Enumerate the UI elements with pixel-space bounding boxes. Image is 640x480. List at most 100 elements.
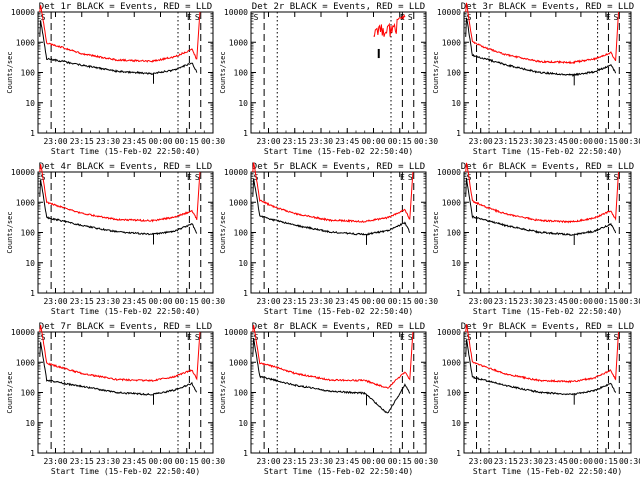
plot-title: Det 2r BLACK = Events, RED = LLD [252, 2, 425, 12]
y-tick-label: 100 [21, 69, 36, 78]
marker-start-letter-2: S [195, 333, 200, 342]
marker-end-letter: E [606, 333, 611, 342]
x-axis-label: Start Time (15-Feb-02 22:50:40) [51, 307, 200, 316]
y-tick-label: 1000 [16, 198, 35, 207]
y-tick-label: 10000 [11, 168, 35, 177]
x-tick-label: 23:15 [283, 297, 307, 306]
y-tick-label: 100 [234, 389, 249, 398]
y-axis-label: Counts/sec [219, 211, 227, 253]
y-tick-label: 10 [25, 419, 35, 428]
lld-series-line [39, 5, 201, 63]
detector-panel-5: Det 5r BLACK = Events, RED = LLD 1 10 100 10… [219, 162, 438, 316]
y-tick-label: 10 [238, 419, 248, 428]
y-tick-label: 10 [238, 259, 248, 268]
x-tick-label: 23:30 [309, 457, 333, 466]
x-axis-label: Start Time (15-Feb-02 22:50:40) [473, 467, 622, 476]
x-tick-label: 23:00 [469, 137, 493, 146]
x-tick-label: 23:30 [309, 297, 333, 306]
y-tick-label: 1000 [229, 198, 248, 207]
events-series-line [252, 178, 411, 236]
lld-series-line [39, 325, 201, 383]
x-tick-label: 00:30 [414, 457, 438, 466]
x-tick-label: 00:15 [594, 137, 618, 146]
x-tick-label: 00:00 [569, 137, 593, 146]
y-axis-label: Counts/sec [6, 211, 14, 253]
events-series-line [39, 179, 198, 236]
y-tick-label: 100 [447, 389, 462, 398]
y-tick-label: 1 [456, 289, 461, 298]
x-tick-label: 23:45 [122, 457, 146, 466]
x-tick-label: 23:30 [519, 137, 543, 146]
x-tick-label: 23:15 [283, 137, 307, 146]
y-tick-label: 100 [21, 389, 36, 398]
x-tick-label: 00:15 [388, 137, 412, 146]
marker-start-letter-2: S [408, 173, 413, 182]
detector-panel-9: Det 9r BLACK = Events, RED = LLD 1 10 100 10… [432, 322, 640, 476]
x-tick-label: 23:45 [335, 297, 359, 306]
events-series-line [465, 339, 617, 396]
x-tick-label: 00:00 [361, 297, 385, 306]
x-tick-label: 00:00 [569, 297, 593, 306]
plot-title: Det 7r BLACK = Events, RED = LLD [39, 322, 212, 332]
x-tick-label: 23:15 [494, 297, 518, 306]
x-tick-label: 00:30 [619, 297, 640, 306]
y-axis-label: Counts/sec [6, 51, 14, 93]
detector-panel-4: Det 4r BLACK = Events, RED = LLD 1 10 100 10… [6, 162, 225, 316]
x-tick-label: 23:00 [256, 457, 280, 466]
y-tick-label: 10000 [224, 8, 248, 17]
y-tick-label: 100 [234, 229, 249, 238]
x-tick-label: 23:30 [519, 297, 543, 306]
x-tick-label: 00:30 [414, 297, 438, 306]
y-tick-label: 1 [30, 289, 35, 298]
lld-series-line [465, 324, 619, 384]
lld-series-line [39, 164, 201, 223]
x-tick-label: 00:15 [175, 137, 199, 146]
y-tick-label: 100 [21, 229, 36, 238]
marker-start-letter-2: S [614, 173, 619, 182]
x-tick-label: 00:15 [175, 297, 199, 306]
y-tick-label: 10000 [437, 168, 461, 177]
x-tick-label: 23:30 [96, 297, 120, 306]
x-axis-label: Start Time (15-Feb-02 22:50:40) [264, 147, 413, 156]
x-tick-label: 23:45 [544, 137, 568, 146]
x-tick-label: 23:30 [96, 457, 120, 466]
x-tick-label: 23:45 [544, 297, 568, 306]
y-tick-label: 10 [451, 419, 461, 428]
y-axis-label: Counts/sec [432, 51, 440, 93]
y-axis-label: Counts/sec [432, 371, 440, 413]
y-tick-label: 1 [243, 289, 248, 298]
y-axis-label: Counts/sec [6, 371, 14, 413]
y-tick-label: 10 [451, 259, 461, 268]
y-tick-label: 1000 [442, 38, 461, 47]
lld-series-line [252, 324, 414, 389]
x-tick-label: 23:45 [122, 137, 146, 146]
lld-series-line [252, 162, 414, 223]
marker-start-letter: S [254, 13, 259, 22]
y-axis-label: Counts/sec [432, 211, 440, 253]
detector-panel-2: Det 2r BLACK = Events, RED = LLD 1 10 100 10… [219, 2, 438, 156]
y-tick-label: 1 [456, 129, 461, 138]
x-tick-label: 00:00 [148, 137, 172, 146]
plot-title: Det 4r BLACK = Events, RED = LLD [39, 162, 212, 172]
marker-end-letter: E [606, 13, 611, 22]
x-tick-label: 23:00 [43, 297, 67, 306]
x-tick-label: 23:45 [335, 457, 359, 466]
x-tick-label: 00:30 [414, 137, 438, 146]
x-tick-label: 23:45 [544, 457, 568, 466]
detector-panel-7: Det 7r BLACK = Events, RED = LLD 1 10 100 10… [6, 322, 225, 476]
plot-title: Det 9r BLACK = Events, RED = LLD [461, 322, 634, 332]
x-tick-label: 00:15 [594, 297, 618, 306]
y-tick-label: 1000 [442, 358, 461, 367]
x-tick-label: 00:30 [619, 457, 640, 466]
marker-end-letter: E [187, 333, 192, 342]
x-tick-label: 23:15 [494, 457, 518, 466]
x-tick-label: 23:30 [519, 457, 543, 466]
marker-end-letter: E [187, 13, 192, 22]
x-tick-label: 00:30 [201, 137, 225, 146]
marker-end-letter: E [400, 173, 405, 182]
x-tick-label: 23:30 [309, 137, 333, 146]
y-tick-label: 10000 [437, 328, 461, 337]
plot-title: Det 5r BLACK = Events, RED = LLD [252, 162, 425, 172]
x-tick-label: 23:15 [70, 457, 94, 466]
y-axis-label: Counts/sec [219, 371, 227, 413]
